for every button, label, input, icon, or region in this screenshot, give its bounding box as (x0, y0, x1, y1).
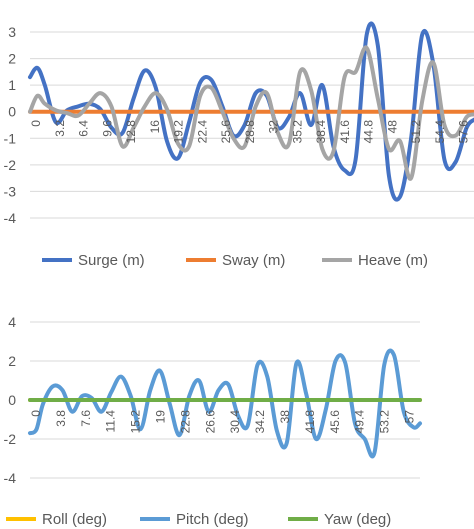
x-tick-label: 34.2 (253, 410, 267, 434)
legend-label: Pitch (deg) (176, 511, 249, 528)
y-tick-label: -4 (4, 470, 17, 486)
y-tick-label: -1 (4, 130, 17, 146)
x-tick-label: 19.2 (172, 120, 186, 144)
x-tick-label: 6.4 (77, 120, 91, 137)
x-tick-label: 44.8 (362, 120, 376, 144)
x-tick-label: 9.6 (100, 120, 114, 137)
x-tick-label: 3.8 (54, 410, 68, 427)
x-tick-label: 16 (148, 120, 162, 134)
y-tick-label: 1 (8, 77, 16, 93)
x-tick-label: 22.8 (178, 410, 192, 434)
x-tick-label: 49.4 (353, 410, 367, 434)
legend-label: Roll (deg) (42, 511, 107, 528)
x-tick-label: 48 (385, 120, 399, 134)
y-tick-label: 0 (8, 104, 16, 120)
x-tick-label: 28.8 (243, 120, 257, 144)
x-tick-label: 32 (267, 120, 281, 134)
x-tick-label: 57.6 (457, 120, 471, 144)
series-line-2 (28, 348, 422, 459)
series-line-1 (28, 21, 474, 202)
chart-bottom: -4 -2 0 2 4 0 3.8 7.6 11.4 15.2 19 22.8 26.6 30.4 34.2… (4, 314, 422, 528)
y-tick-label: 0 (8, 392, 16, 408)
x-tick-label: 26.6 (203, 410, 217, 434)
x-tick-label: 51.2 (409, 120, 423, 144)
x-tick-label: 15.2 (129, 410, 143, 434)
x-tick-label: 38 (278, 410, 292, 424)
x-tick-label: 38.4 (314, 120, 328, 144)
y-tick-label: 2 (8, 353, 16, 369)
x-tick-label: 25.6 (219, 120, 233, 144)
legend-label: Surge (m) (78, 252, 145, 269)
y-tick-label: 2 (8, 51, 16, 67)
chart-top: -4 -3 -2 -1 0 1 2 3 0 3.2 6.4 9.6 12.8 16 19.2 22.4 25.6… (4, 21, 474, 269)
x-tick-label: 45.6 (328, 410, 342, 434)
y-tick-label: -2 (4, 431, 17, 447)
x-tick-label: 12.8 (124, 120, 138, 144)
x-tick-label: 54.4 (433, 120, 447, 144)
y-tick-label: -3 (4, 183, 17, 199)
x-tick-label: 41.8 (303, 410, 317, 434)
x-tick-label: 0 (29, 410, 43, 417)
x-tick-label: 30.4 (228, 410, 242, 434)
legend-label: Heave (m) (358, 252, 428, 269)
x-tick-label: 57 (403, 410, 417, 424)
x-tick-label: 19 (154, 410, 168, 424)
y-tick-label: -2 (4, 157, 17, 173)
legend-label: Sway (m) (222, 252, 285, 269)
x-tick-label: 7.6 (79, 410, 93, 427)
y-tick-label: 4 (8, 314, 16, 330)
x-tick-label: 53.2 (378, 410, 392, 434)
series-line-3 (28, 45, 474, 181)
x-tick-label: 11.4 (104, 410, 118, 433)
y-tick-label: -4 (4, 210, 17, 226)
legend-label: Yaw (deg) (324, 511, 391, 528)
x-tick-label: 41.6 (338, 120, 352, 144)
x-tick-label: 22.4 (195, 120, 209, 144)
x-tick-label: 3.2 (53, 120, 67, 137)
y-tick-label: 3 (8, 24, 16, 40)
x-tick-label: 35.2 (290, 120, 304, 144)
x-tick-label: 0 (29, 120, 43, 127)
